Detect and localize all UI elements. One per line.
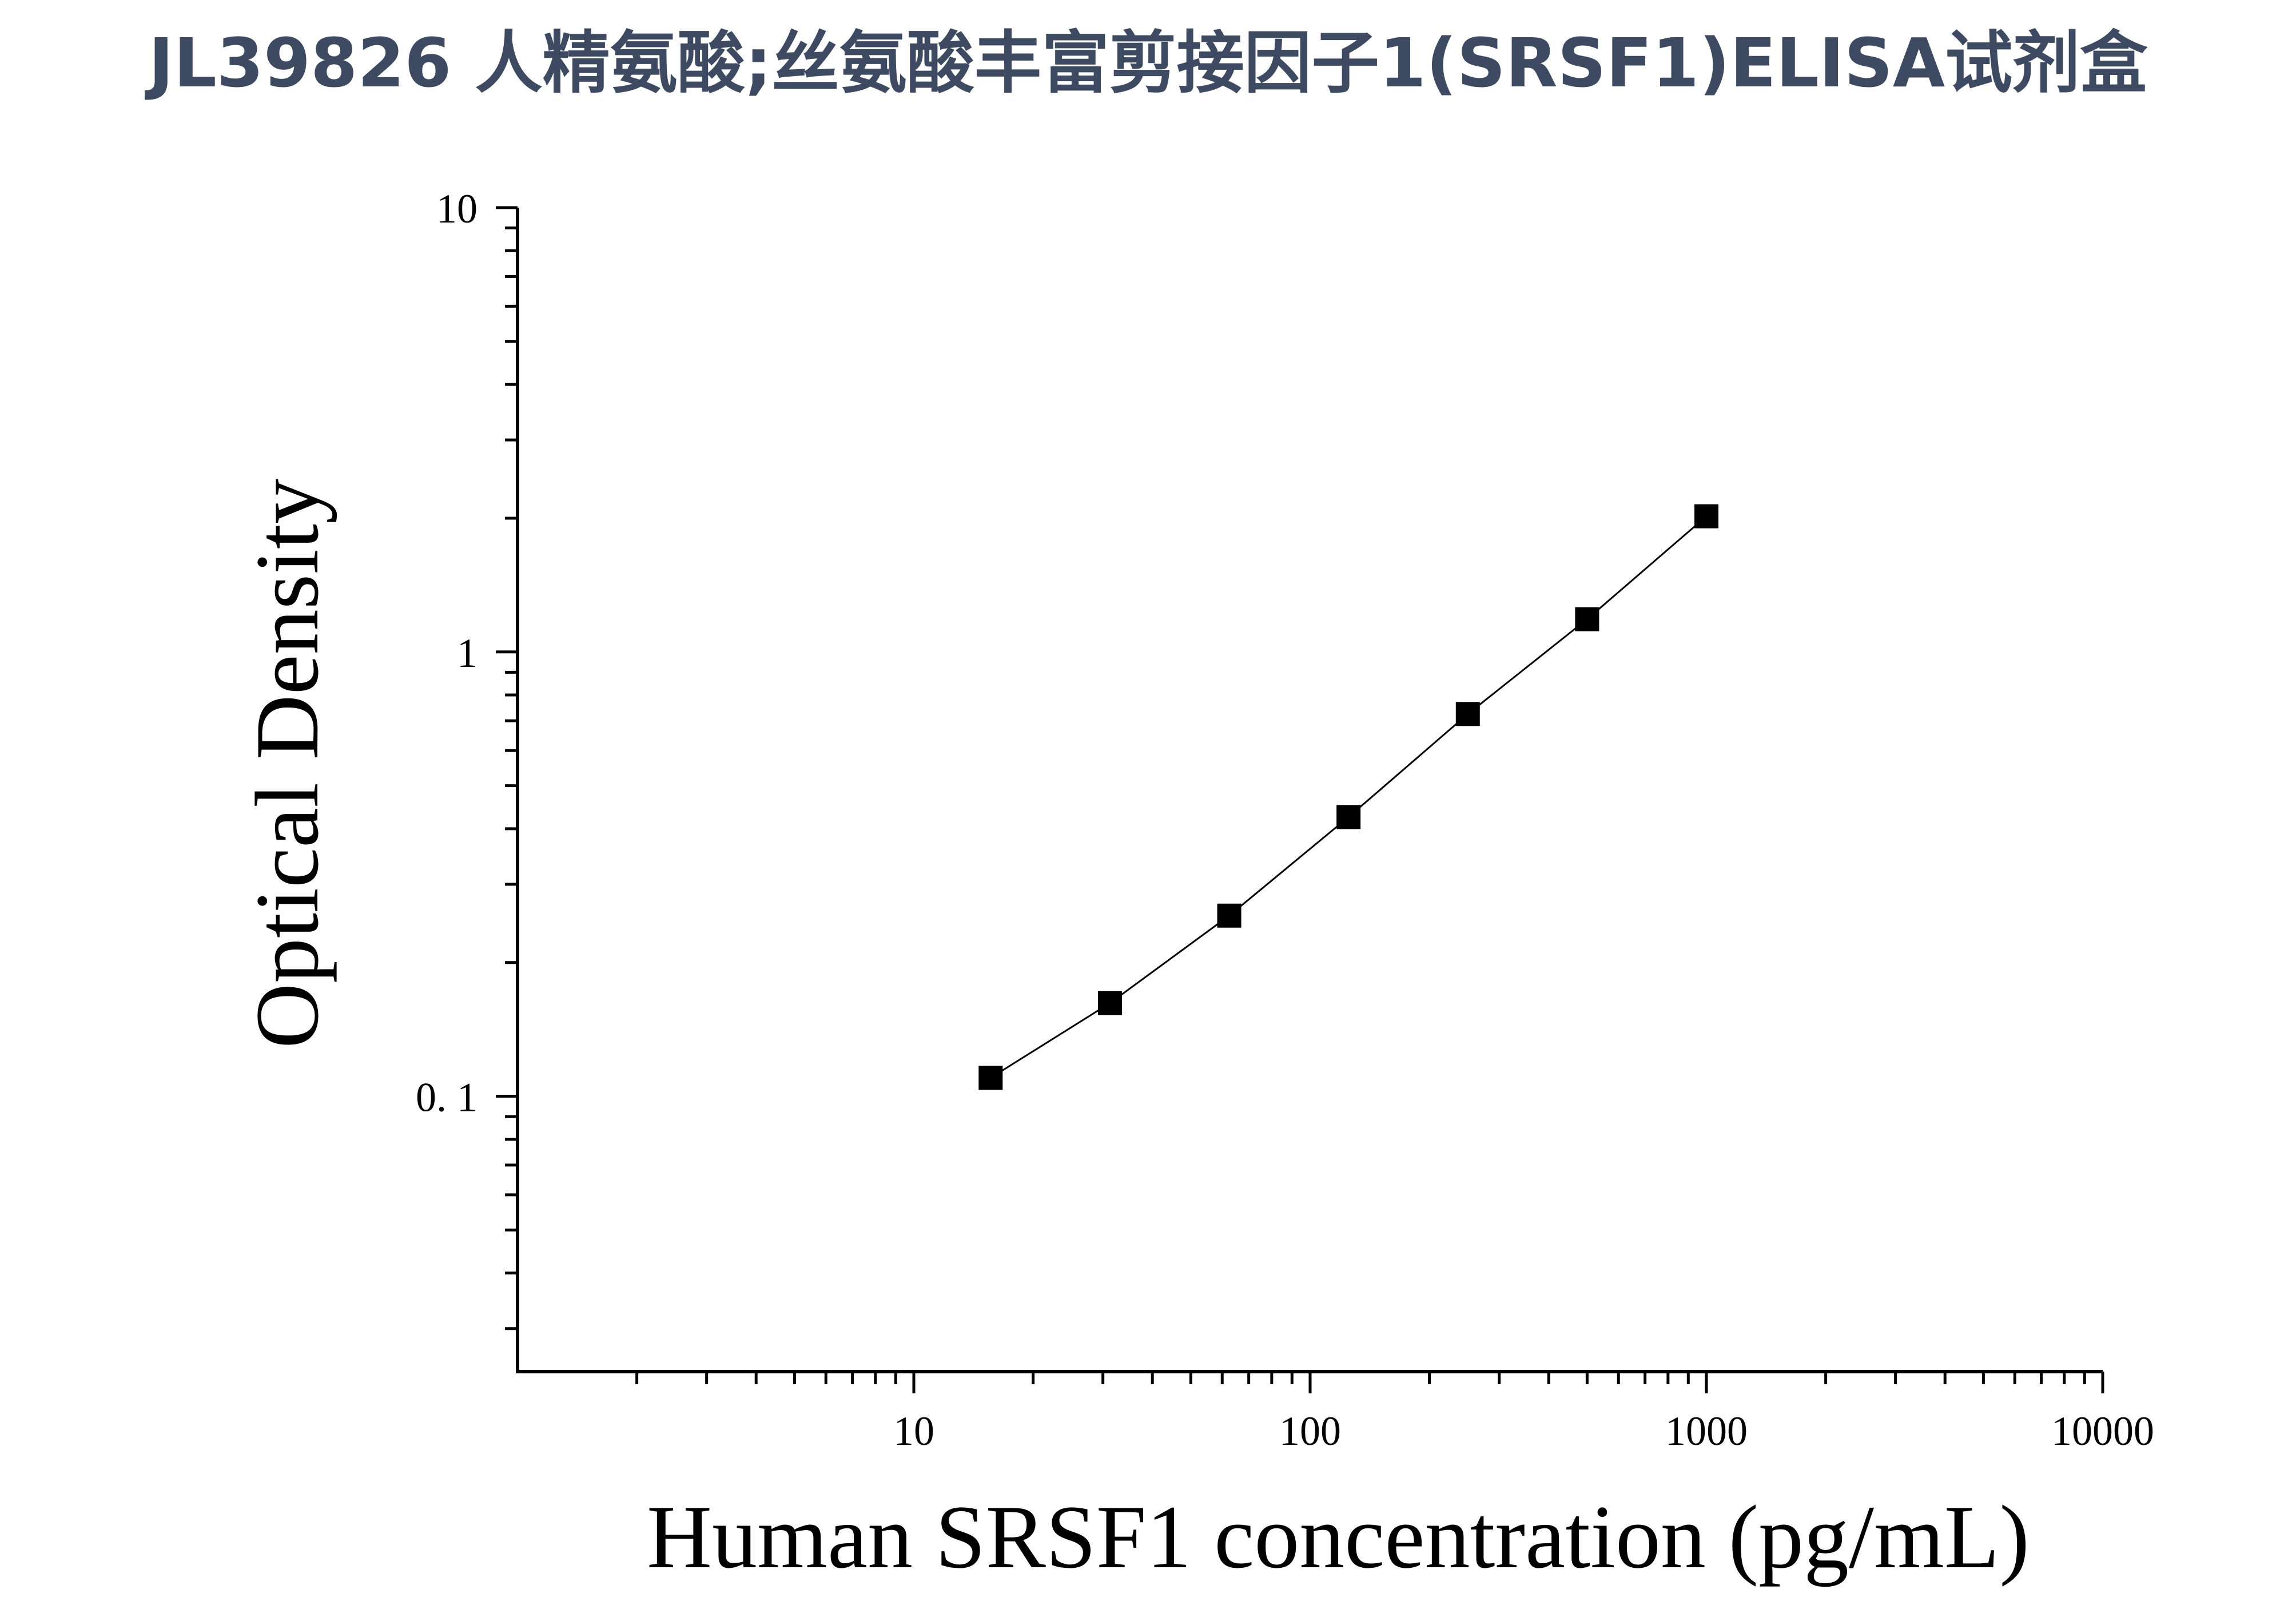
y-tick-label: 10 <box>436 186 477 232</box>
y-tick-label: 0. 1 <box>416 1075 477 1121</box>
axes <box>516 208 2103 1373</box>
data-point <box>1455 702 1480 726</box>
x-tick-label: 100 <box>1279 1408 1341 1454</box>
series-points <box>978 504 1718 1090</box>
data-point <box>1217 903 1241 928</box>
tick-labels: 10 100 1000 10000 0. 1 1 10 <box>416 186 2154 1454</box>
x-tick-label: 1000 <box>1665 1408 1748 1454</box>
data-point <box>1097 991 1122 1015</box>
data-point <box>1575 607 1599 631</box>
x-tick-label: 10000 <box>2051 1408 2154 1454</box>
data-point <box>978 1066 1003 1090</box>
y-tick-label: 1 <box>457 630 477 676</box>
x-tick-label: 10 <box>893 1408 934 1454</box>
data-point <box>1336 805 1361 829</box>
y-axis-title: Optical Density <box>237 479 337 1048</box>
page-title: JL39826 人精氨酸;丝氨酸丰富剪接因子1(SRSF1)ELISA试剂盒 <box>148 23 2148 102</box>
axis-ticks <box>496 206 2104 1393</box>
x-axis-title: Human SRSF1 concentration (pg/mL) <box>647 1487 2030 1587</box>
data-point <box>1694 504 1718 529</box>
